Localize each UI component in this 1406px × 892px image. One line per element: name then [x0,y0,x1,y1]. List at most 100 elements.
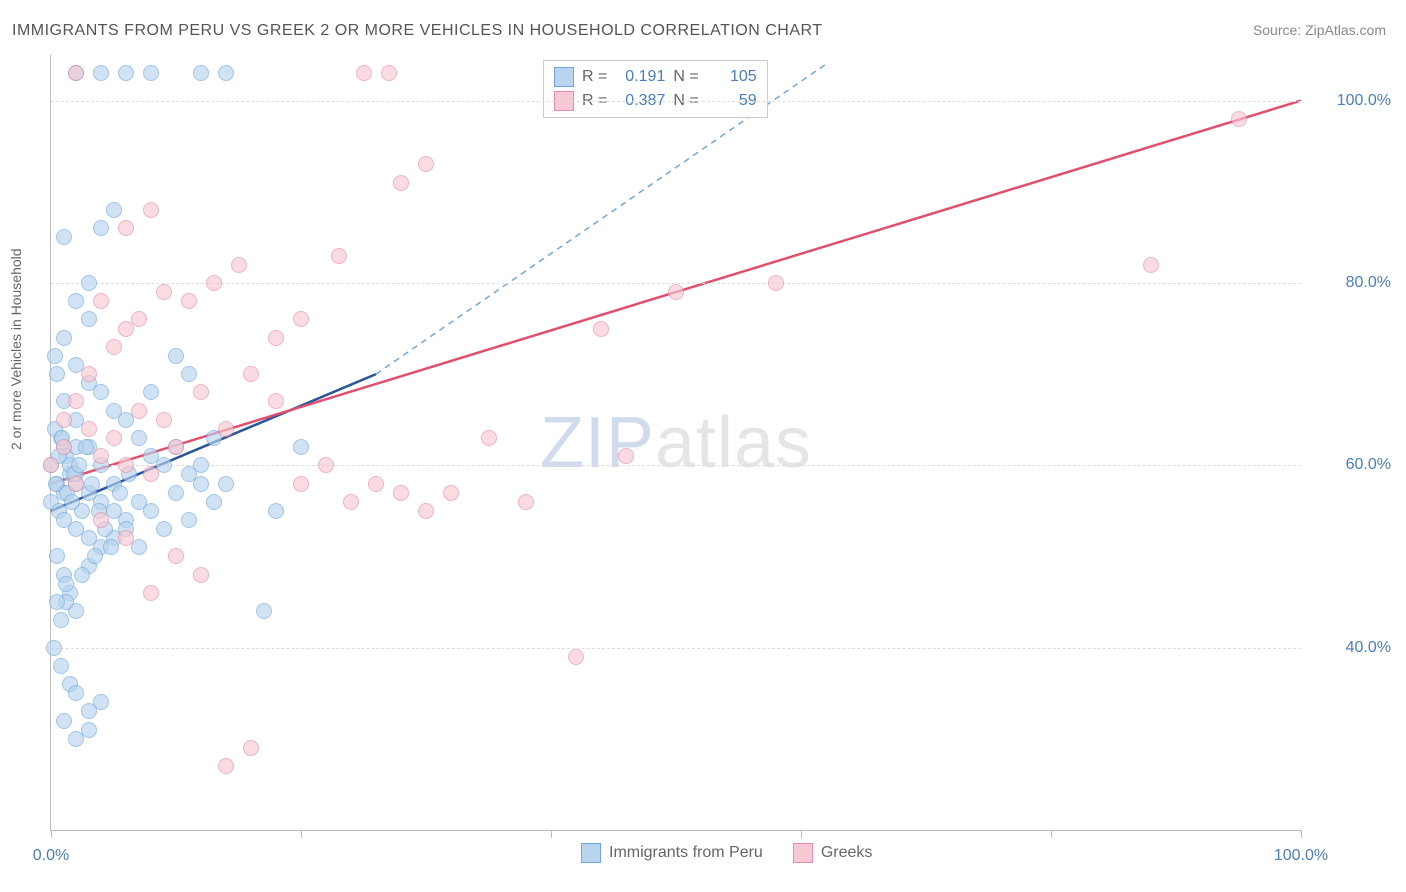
scatter-point [293,476,309,492]
scatter-point [68,65,84,81]
scatter-point [93,384,109,400]
scatter-point [58,576,74,592]
scatter-point [168,548,184,564]
x-tick [1301,830,1302,838]
scatter-point [418,503,434,519]
legend-swatch [793,843,813,863]
scatter-point [243,366,259,382]
y-tick-label: 100.0% [1311,92,1391,110]
scatter-point [93,448,109,464]
scatter-point [418,156,434,172]
scatter-point [56,229,72,245]
scatter-point [143,65,159,81]
scatter-point [156,284,172,300]
scatter-point [84,476,100,492]
scatter-point [81,722,97,738]
scatter-point [71,457,87,473]
scatter-point [143,384,159,400]
scatter-point [568,649,584,665]
scatter-point [68,393,84,409]
scatter-point [93,694,109,710]
scatter-point [46,640,62,656]
chart-title: IMMIGRANTS FROM PERU VS GREEK 2 OR MORE … [12,22,823,40]
x-tick [301,830,302,838]
scatter-point [168,348,184,364]
legend-swatch [581,843,601,863]
gridline-h [51,101,1301,102]
gridline-h [51,465,1301,466]
stats-r-label: R = [582,68,607,86]
scatter-point [181,366,197,382]
scatter-point [368,476,384,492]
stats-row: R =0.191N =105 [554,65,757,89]
scatter-point [206,275,222,291]
scatter-point [49,366,65,382]
scatter-point [118,220,134,236]
scatter-point [156,521,172,537]
scatter-point [768,275,784,291]
scatter-point [81,275,97,291]
scatter-point [68,476,84,492]
scatter-point [118,457,134,473]
stats-r-value: 0.191 [615,68,665,86]
scatter-point [668,284,684,300]
scatter-point [343,494,359,510]
scatter-point [243,740,259,756]
scatter-point [1143,257,1159,273]
scatter-point [118,321,134,337]
scatter-point [443,485,459,501]
scatter-point [106,202,122,218]
scatter-point [49,594,65,610]
scatter-point [143,503,159,519]
scatter-point [131,430,147,446]
scatter-point [47,348,63,364]
scatter-point [218,421,234,437]
scatter-point [118,530,134,546]
scatter-point [293,439,309,455]
scatter-point [168,439,184,455]
y-tick-label: 40.0% [1311,639,1391,657]
scatter-point [193,567,209,583]
scatter-point [93,220,109,236]
scatter-point [156,412,172,428]
scatter-point [218,65,234,81]
scatter-point [56,439,72,455]
scatter-point [393,175,409,191]
stats-n-label: N = [673,68,698,86]
legend-label: Greeks [821,844,873,862]
scatter-point [268,503,284,519]
scatter-point [56,412,72,428]
y-tick-label: 60.0% [1311,456,1391,474]
scatter-point [181,293,197,309]
scatter-point [218,476,234,492]
x-tick-label: 0.0% [33,847,69,865]
scatter-point [218,758,234,774]
y-tick-label: 80.0% [1311,274,1391,292]
x-tick-label: 100.0% [1274,847,1328,865]
scatter-point [64,494,80,510]
scatter-point [193,65,209,81]
scatter-point [181,512,197,528]
scatter-point [81,366,97,382]
scatter-point [618,448,634,464]
watermark-atlas: atlas [655,403,812,483]
watermark: ZIPatlas [540,402,812,484]
scatter-point [593,321,609,337]
scatter-point [131,403,147,419]
x-tick [51,830,52,838]
stats-legend-box: R =0.191N =105R =0.387N =59 [543,60,768,118]
legend-label: Immigrants from Peru [609,844,763,862]
bottom-legend: Immigrants from Peru Greeks [581,843,872,863]
scatter-point [81,311,97,327]
scatter-point [331,248,347,264]
scatter-point [93,293,109,309]
scatter-point [518,494,534,510]
scatter-point [93,512,109,528]
scatter-point [56,713,72,729]
scatter-point [206,494,222,510]
scatter-point [68,685,84,701]
scatter-point [268,330,284,346]
scatter-point [256,603,272,619]
scatter-point [168,485,184,501]
scatter-point [43,457,59,473]
